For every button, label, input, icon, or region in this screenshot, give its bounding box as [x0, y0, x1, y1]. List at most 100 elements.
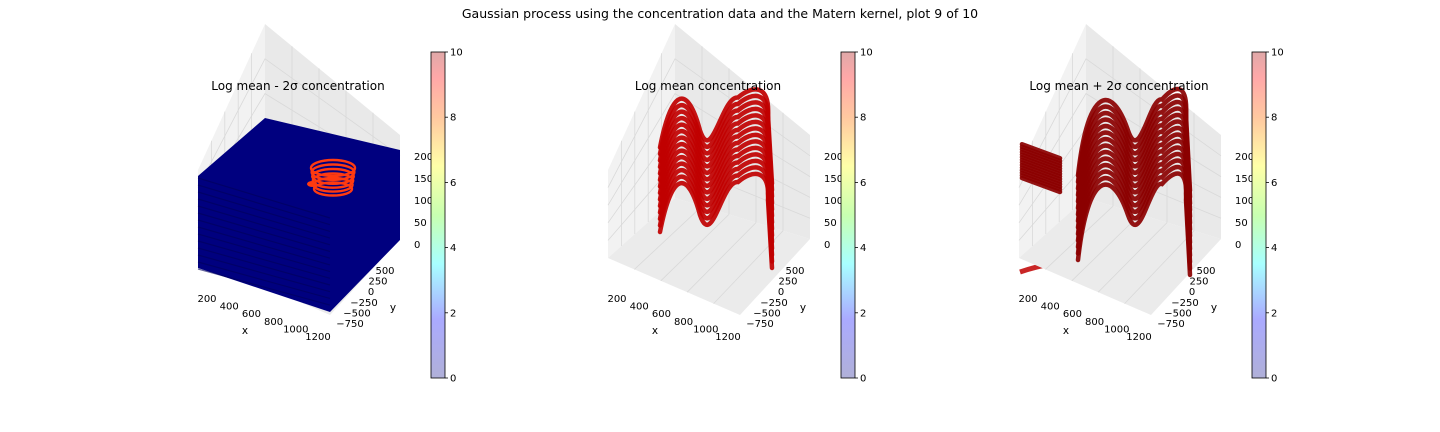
layer-curve [1019, 125, 1193, 232]
figure-suptitle: Gaussian process using the concentration… [461, 6, 979, 21]
colorbar-tick-label: 6 [860, 178, 866, 189]
grid-line [634, 205, 703, 270]
layer-curve [657, 126, 775, 225]
layer-curve [657, 139, 775, 238]
colorbar-tick-label: 8 [450, 113, 456, 124]
layer-curve [657, 119, 775, 219]
layer-curve [1019, 112, 1193, 219]
colorbar-tick-label: 0 [1271, 374, 1277, 385]
layer-line [197, 198, 331, 239]
layer-line [197, 254, 331, 293]
y-tick-label: 250 [368, 277, 387, 288]
y-tick-label: −750 [336, 319, 363, 330]
layer-curve [1019, 86, 1193, 193]
z-tick-label: 50 [824, 218, 837, 229]
x-tick-label: 1000 [283, 324, 308, 335]
layer-curve [657, 87, 775, 186]
z-tick-label: 100 [824, 196, 843, 207]
layer-curve [1019, 171, 1193, 278]
layer-line [197, 212, 331, 253]
colorbar [840, 51, 856, 379]
y-tick-label: −750 [746, 319, 773, 330]
colorbar-tick-label: 8 [860, 113, 866, 124]
layer-curve [1019, 93, 1193, 200]
panel-2-title: Log mean concentration [634, 79, 782, 93]
layer-curve [1019, 145, 1193, 252]
layer-curve [657, 165, 775, 264]
x-tick-label: 200 [607, 294, 626, 305]
z-tick-label: 50 [414, 218, 427, 229]
y-axis-label: y [390, 302, 396, 314]
colorbar [1251, 51, 1267, 379]
z-tick-label: 0 [1235, 240, 1241, 251]
layer-line [197, 184, 331, 226]
y-axis-label: y [1211, 302, 1217, 314]
panel-3-title: Log mean + 2σ concentration [1029, 79, 1209, 93]
colorbar-tick-label: 10 [1271, 48, 1284, 59]
x-tick-label: 800 [1085, 317, 1104, 328]
z-tick-label: 200 [824, 152, 843, 163]
layer-curve [657, 152, 775, 251]
z-tick-label: 0 [824, 240, 830, 251]
y-tick-label: −500 [1164, 308, 1191, 319]
x-tick-label: 800 [674, 317, 693, 328]
layer-line [197, 191, 331, 232]
grid-line [1124, 230, 1195, 304]
y-tick-label: 250 [778, 277, 797, 288]
colorbar [430, 51, 446, 379]
z-tick-label: 200 [1235, 152, 1254, 163]
x-tick-label: 200 [197, 294, 216, 305]
colorbar-tick-label: 8 [1271, 113, 1277, 124]
grid-line [660, 214, 730, 282]
z-tick-label: 150 [1235, 174, 1254, 185]
panel-3: 20040060080010001200x−750−500−2500250500… [1018, 24, 1284, 385]
y-tick-label: 500 [785, 266, 804, 277]
colorbar-tick-label: 4 [860, 243, 866, 254]
colorbar-tick-label: 2 [860, 308, 866, 319]
panel-2: 20040060080010001200x−750−500−2500250500… [607, 24, 1181, 385]
layer-curve [1019, 138, 1193, 245]
grid-line [686, 222, 757, 293]
x-tick-label: 200 [1018, 294, 1037, 305]
z-tick-label: 150 [414, 174, 433, 185]
x-axis-label: x [242, 325, 248, 337]
layer-curve [657, 100, 775, 199]
layer-line [197, 240, 331, 279]
z-tick-label: 50 [1235, 218, 1248, 229]
x-tick-label: 800 [264, 317, 283, 328]
z-tick-label: 100 [414, 196, 433, 207]
layer-curve [657, 113, 775, 212]
y-tick-label: −500 [753, 308, 780, 319]
y-tick-label: −250 [1171, 298, 1198, 309]
colorbar-tick-label: 10 [860, 48, 873, 59]
grid-line [1071, 214, 1141, 282]
z-tick-label: 150 [824, 174, 843, 185]
y-tick-label: 0 [778, 287, 784, 298]
panel-1: 20040060080010001200x−750−500−2500250500… [197, 24, 463, 385]
layer-curve [657, 171, 775, 271]
layer-curve [657, 158, 775, 258]
z-tick-label: 200 [414, 152, 433, 163]
ring-layer [311, 167, 356, 186]
layer-line [197, 226, 331, 266]
layer-curve [1019, 132, 1193, 239]
x-tick-label: 600 [1063, 309, 1082, 320]
x-tick-label: 400 [630, 302, 649, 313]
layer-curve [1019, 119, 1193, 226]
y-tick-label: −500 [343, 308, 370, 319]
y-tick-label: 250 [1189, 277, 1208, 288]
layer-line [197, 205, 331, 246]
y-tick-label: −750 [1157, 319, 1184, 330]
y-axis-label: y [800, 302, 806, 314]
layer-curve [657, 145, 775, 245]
x-axis-label: x [652, 325, 658, 337]
layer-curve [1019, 164, 1193, 271]
z-tick-label: 100 [1235, 196, 1254, 207]
layer-curve [1019, 99, 1193, 206]
ring-layer [312, 181, 354, 197]
grid-line [197, 58, 401, 188]
layer-curve [1019, 158, 1193, 265]
y-tick-label: 500 [1196, 266, 1215, 277]
x-tick-label: 1000 [693, 324, 718, 335]
layer-curve [1019, 106, 1193, 213]
